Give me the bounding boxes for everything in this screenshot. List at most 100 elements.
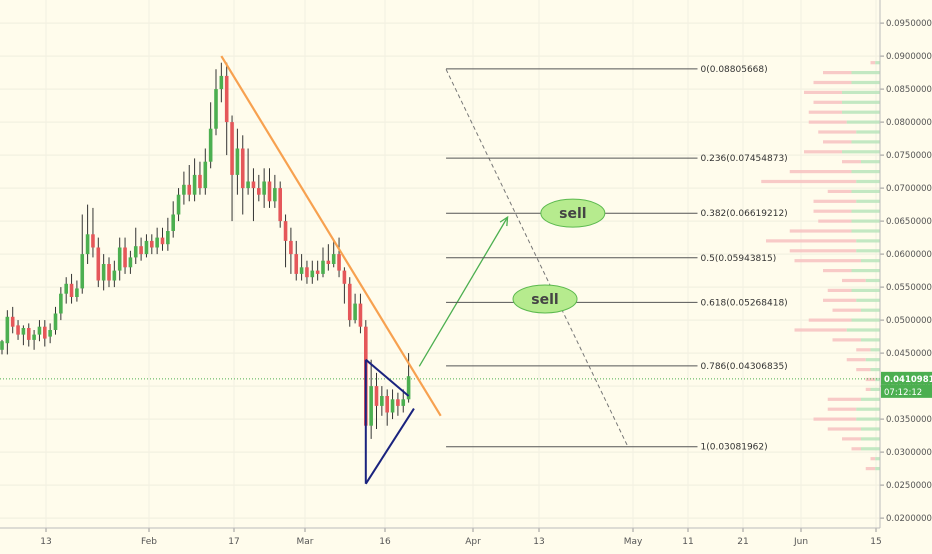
profile-bar-sell <box>804 150 842 154</box>
forecast-arrow-line[interactable] <box>418 216 509 367</box>
candle-body[interactable] <box>358 303 363 327</box>
candle-body[interactable] <box>401 399 406 406</box>
candle-body[interactable] <box>240 148 245 189</box>
candle-body[interactable] <box>85 234 90 255</box>
candle-body[interactable] <box>246 181 250 189</box>
candle-body[interactable] <box>257 188 261 195</box>
candle-body[interactable] <box>10 316 15 327</box>
profile-bar-buy <box>846 328 880 332</box>
candle-body[interactable] <box>214 89 218 129</box>
candle-body[interactable] <box>353 303 357 321</box>
candle-body[interactable] <box>80 254 85 289</box>
candle-body[interactable] <box>53 313 58 331</box>
candle-body[interactable] <box>48 330 52 337</box>
candle-body[interactable] <box>133 246 138 258</box>
candle-body[interactable] <box>160 237 165 245</box>
candle-body[interactable] <box>198 174 202 189</box>
candle-body[interactable] <box>144 240 149 255</box>
candle-body[interactable] <box>64 283 68 294</box>
candle-body[interactable] <box>37 326 42 335</box>
candle-body[interactable] <box>289 240 293 255</box>
candle-body[interactable] <box>43 326 47 339</box>
candle-body[interactable] <box>390 399 395 413</box>
candle-body[interactable] <box>321 260 325 274</box>
resistance-line[interactable] <box>220 55 442 417</box>
candle-body[interactable] <box>150 240 154 248</box>
candle-body[interactable] <box>305 267 309 278</box>
candle-body[interactable] <box>112 270 117 281</box>
candle-body[interactable] <box>16 325 20 335</box>
candle-body[interactable] <box>224 75 229 123</box>
profile-bar-buy <box>856 407 880 411</box>
candle-body[interactable] <box>21 328 26 335</box>
candle-body[interactable] <box>26 328 31 340</box>
candle-body[interactable] <box>230 122 234 175</box>
candle-body[interactable] <box>406 376 411 400</box>
candle-body[interactable] <box>262 181 266 195</box>
candle-body[interactable] <box>326 260 331 264</box>
candle-body[interactable] <box>278 188 282 222</box>
candle-body[interactable] <box>208 128 213 162</box>
candle-body[interactable] <box>347 283 352 321</box>
candle-body[interactable] <box>155 237 159 248</box>
candle-body[interactable] <box>5 316 10 344</box>
candle-body[interactable] <box>374 386 379 406</box>
candle-body[interactable] <box>342 270 347 284</box>
candle-body[interactable] <box>0 341 4 350</box>
candle-body[interactable] <box>182 184 186 195</box>
candle-body[interactable] <box>203 161 208 189</box>
candle-body[interactable] <box>107 264 111 281</box>
candle-body[interactable] <box>299 267 304 274</box>
candle-body[interactable] <box>219 75 224 90</box>
profile-bar-buy <box>856 179 880 184</box>
profile-bar-sell <box>823 269 852 273</box>
candle-body[interactable] <box>192 174 197 195</box>
profile-bar-sell <box>761 179 857 184</box>
profile-bar-sell <box>856 348 871 352</box>
triangle-lower-line[interactable] <box>364 408 415 485</box>
profile-bar-buy <box>856 298 880 302</box>
candle-body[interactable] <box>380 396 384 406</box>
candle-body[interactable] <box>128 257 133 268</box>
candle-body[interactable] <box>101 264 106 281</box>
forecast-arrow-head[interactable] <box>499 215 509 227</box>
profile-bar-buy <box>856 239 880 243</box>
profile-bar-sell <box>842 160 861 164</box>
candle-body[interactable] <box>59 293 63 314</box>
x-tick-label: 21 <box>737 537 748 547</box>
candle-body[interactable] <box>117 247 122 271</box>
candle-body[interactable] <box>251 181 256 189</box>
candle-body[interactable] <box>315 270 320 274</box>
candle-body[interactable] <box>369 386 373 426</box>
candle-body[interactable] <box>171 214 175 232</box>
drawings[interactable] <box>0 55 880 485</box>
candle-body[interactable] <box>337 254 341 271</box>
candle-body[interactable] <box>273 188 277 202</box>
candle-body[interactable] <box>96 247 101 281</box>
triangle-upper-line[interactable] <box>365 358 410 397</box>
candle-body[interactable] <box>310 270 315 278</box>
candle-body[interactable] <box>267 181 272 202</box>
candle-body[interactable] <box>294 254 299 274</box>
candle-body[interactable] <box>69 283 74 297</box>
candle-body[interactable] <box>91 234 95 248</box>
candle-body[interactable] <box>187 184 192 195</box>
candle-body[interactable] <box>75 288 79 297</box>
x-tick-label: 16 <box>379 537 391 547</box>
candle-body[interactable] <box>396 399 400 406</box>
candle-body[interactable] <box>166 231 170 245</box>
candle-body[interactable] <box>283 221 288 241</box>
candle-body[interactable] <box>32 334 36 340</box>
candle-body[interactable] <box>385 396 389 413</box>
candle-body[interactable] <box>331 254 336 264</box>
candle-body[interactable] <box>123 247 127 268</box>
sell-annotation[interactable] <box>540 198 606 228</box>
sell-annotation[interactable] <box>512 284 578 314</box>
candle-body[interactable] <box>176 194 181 215</box>
candle-body[interactable] <box>139 246 143 255</box>
candle-body[interactable] <box>235 148 240 175</box>
fib-label: 0(0.08805668) <box>701 65 768 75</box>
